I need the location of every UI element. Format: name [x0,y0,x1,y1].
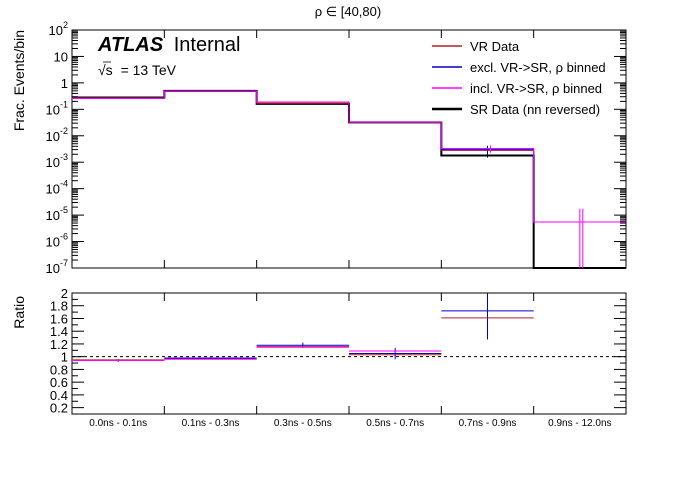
legend-item: excl. VR->SR, ρ binned [432,60,606,75]
main-y-tick-exponent: -7 [60,258,68,268]
x-category-label: 0.7ns - 0.9ns [459,418,517,429]
histogram-line [72,90,626,223]
legend: VR Data excl. VR->SR, ρ binned incl. VR->S… [432,39,606,117]
x-category-label: 0.1ns - 0.3ns [182,418,240,429]
main-y-tick-label: 10-5 [46,205,68,223]
main-y-tick-exponent: -4 [60,179,68,189]
main-y-tick-base: 10 [46,235,60,250]
legend-item: VR Data [432,39,520,54]
main-histograms [72,89,626,269]
ratio-markers [72,293,626,362]
ratio-series [72,293,534,362]
main-y-tick-label: 10-6 [46,232,68,250]
atlas-label-internal: Internal [174,34,241,56]
main-y-tick-base: 10 [46,155,60,170]
main-y-tick-label: 10-1 [46,99,68,117]
ratio-y-tick-label: 1 [61,350,68,365]
legend-item: SR Data (nn reversed) [432,102,600,117]
energy-label-sqrt: √s [98,62,113,78]
legend-label: VR Data [470,39,520,54]
chart-title: ρ ∈ [40,80) [315,4,381,19]
legend-label: incl. VR->SR, ρ binned [470,81,602,96]
main-y-tick-base: 10 [46,182,60,197]
main-y-tick-base: 1 [61,76,68,91]
ratio-y-tick-label: 1.2 [50,337,68,352]
atlas-label: ATLAS Internal [97,34,240,56]
x-category-label: 0.0ns - 0.1ns [89,418,147,429]
main-y-tick-exponent: 2 [63,20,68,30]
main-y-tick-label: 10-2 [46,126,68,144]
ratio-y-tick-label: 0.8 [50,362,68,377]
main-y-tick-exponent: -3 [60,152,68,162]
main-y-tick-exponent: -2 [60,126,68,136]
main-y-tick-base: 10 [49,23,63,38]
main-y-tick-base: 10 [46,102,60,117]
energy-label: √s = 13 TeV [98,61,177,78]
main-y-tick-base: 10 [46,261,60,276]
main-y-axis-label: Frac. Events/bin [11,30,27,131]
svg-text:ATLAS Internal: ATLAS Internal [97,34,240,56]
main-y-tick-label: 1 [61,76,68,91]
ratio-y-tick-label: 1.6 [50,311,68,326]
atlas-label-bold: ATLAS [97,34,164,56]
ratio-series [72,345,442,362]
histogram-series [72,90,626,268]
ratio-y-tick-label: 1.4 [50,324,68,339]
legend-label: SR Data (nn reversed) [470,102,600,117]
ratio-y-axis-label: Ratio [11,296,27,329]
main-y-tick-exponent: -6 [60,232,68,242]
main-y-tick-base: 10 [46,208,60,223]
ratio-y-axis: 0.20.40.60.811.21.41.61.82 [50,286,626,416]
ratio-y-tick-label: 0.2 [50,401,68,416]
x-category-label: 0.3ns - 0.5ns [274,418,332,429]
main-y-tick-base: 10 [54,49,68,64]
ratio-y-tick-label: 1.8 [50,299,68,314]
legend-label: excl. VR->SR, ρ binned [470,60,606,75]
main-y-tick-label: 10-7 [46,258,68,276]
ratio-plot-frame [71,292,627,415]
main-y-tick-base: 10 [46,129,60,144]
ratio-y-tick-label: 0.4 [50,388,68,403]
main-y-tick-label: 10 [54,49,68,64]
ratio-series [72,296,534,361]
svg-text:√s = 13 TeV: √s = 13 TeV [98,62,177,78]
x-axis-categories: 0.0ns - 0.1ns 0.1ns - 0.3ns 0.3ns - 0.5ns 0… [89,418,611,429]
ratio-y-tick-label: 0.6 [50,375,68,390]
x-category-label: 0.9ns - 12.0ns [548,418,611,429]
main-y-tick-label: 102 [49,20,68,38]
energy-label-value: = 13 TeV [121,62,177,78]
ratio-y-tick-label: 2 [61,286,68,301]
main-y-tick-label: 10-3 [46,152,68,170]
main-y-tick-exponent: -1 [60,99,68,109]
main-y-tick-exponent: -5 [60,205,68,215]
main-y-tick-label: 10-4 [46,179,68,197]
x-category-label: 0.5ns - 0.7ns [366,418,424,429]
legend-item: incl. VR->SR, ρ binned [432,81,602,96]
